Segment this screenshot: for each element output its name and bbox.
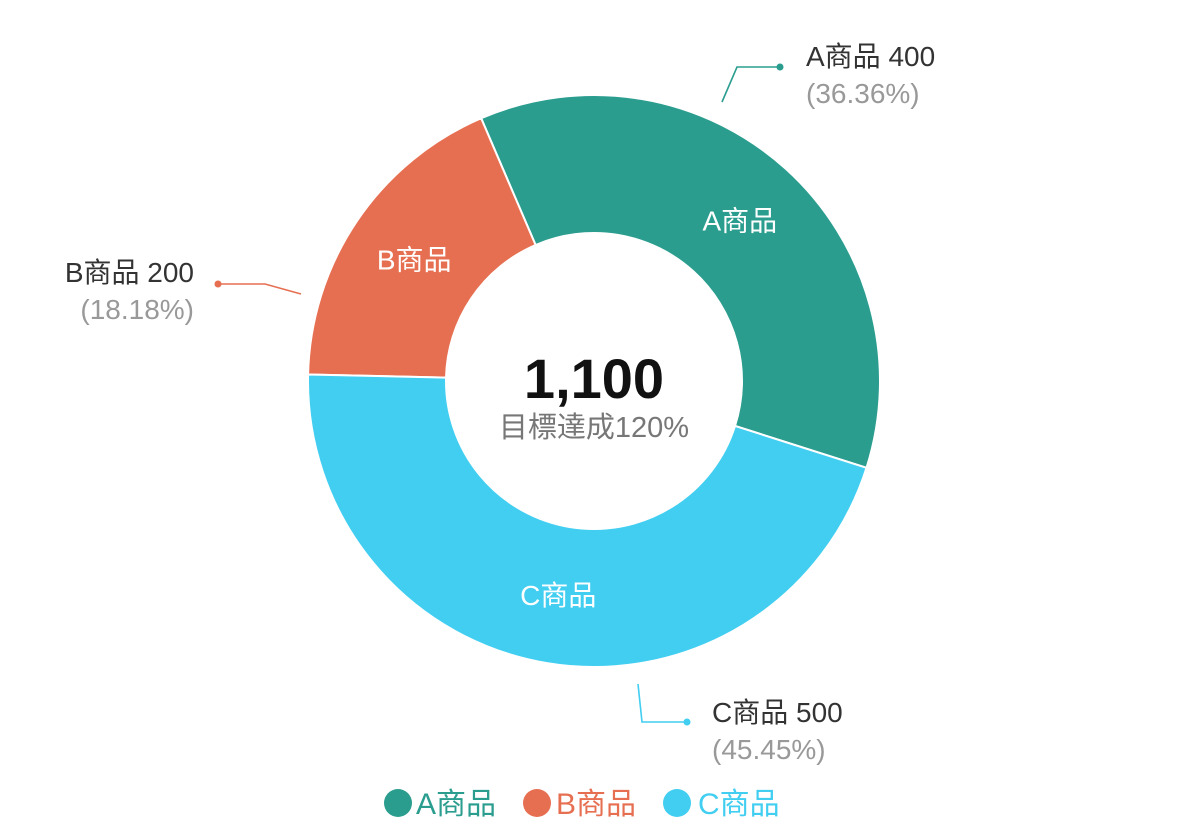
callout-label-a: A商品 400 [806,41,935,72]
slice-b[interactable] [307,116,537,379]
leader-line-a [721,66,780,103]
legend-item-a[interactable]: A商品 [384,788,496,821]
legend: A商品 B商品 C商品 [384,788,780,821]
legend-label-b: B商品 [556,788,636,821]
callout-label-b: B商品 200 [65,257,194,288]
slice-labels-group: A商品 B商品 C商品 [377,205,777,611]
callout-percent-b: (18.18%) [80,294,194,325]
leader-dot-a [776,63,784,71]
legend-item-c[interactable]: C商品 [663,788,780,821]
leader-dot-b [214,280,222,288]
leader-line-b [218,283,302,295]
callouts-group: A商品 400 (36.36%) B商品 200 (18.18%) C商品 500 (45… [65,41,935,765]
center-total: 1,100 [524,347,664,410]
legend-marker-a [384,789,412,817]
slice-label-b: B商品 [377,245,452,276]
leader-dot-c [683,718,691,726]
slice-label-c: C商品 [520,580,596,611]
callout-label-c: C商品 500 [712,697,843,728]
leader-line-c [637,683,687,723]
callout-percent-a: (36.36%) [806,78,920,109]
slices-group [307,94,881,668]
legend-marker-b [523,789,551,817]
legend-label-a: A商品 [416,788,496,821]
legend-marker-c [663,789,691,817]
legend-item-b[interactable]: B商品 [523,788,636,821]
legend-label-c: C商品 [698,788,780,821]
callout-percent-c: (45.45%) [712,734,826,765]
center-subtitle: 目標達成120% [499,411,689,444]
slice-a[interactable] [479,94,881,470]
slice-c[interactable] [307,373,868,668]
slice-label-a: A商品 [702,205,777,236]
